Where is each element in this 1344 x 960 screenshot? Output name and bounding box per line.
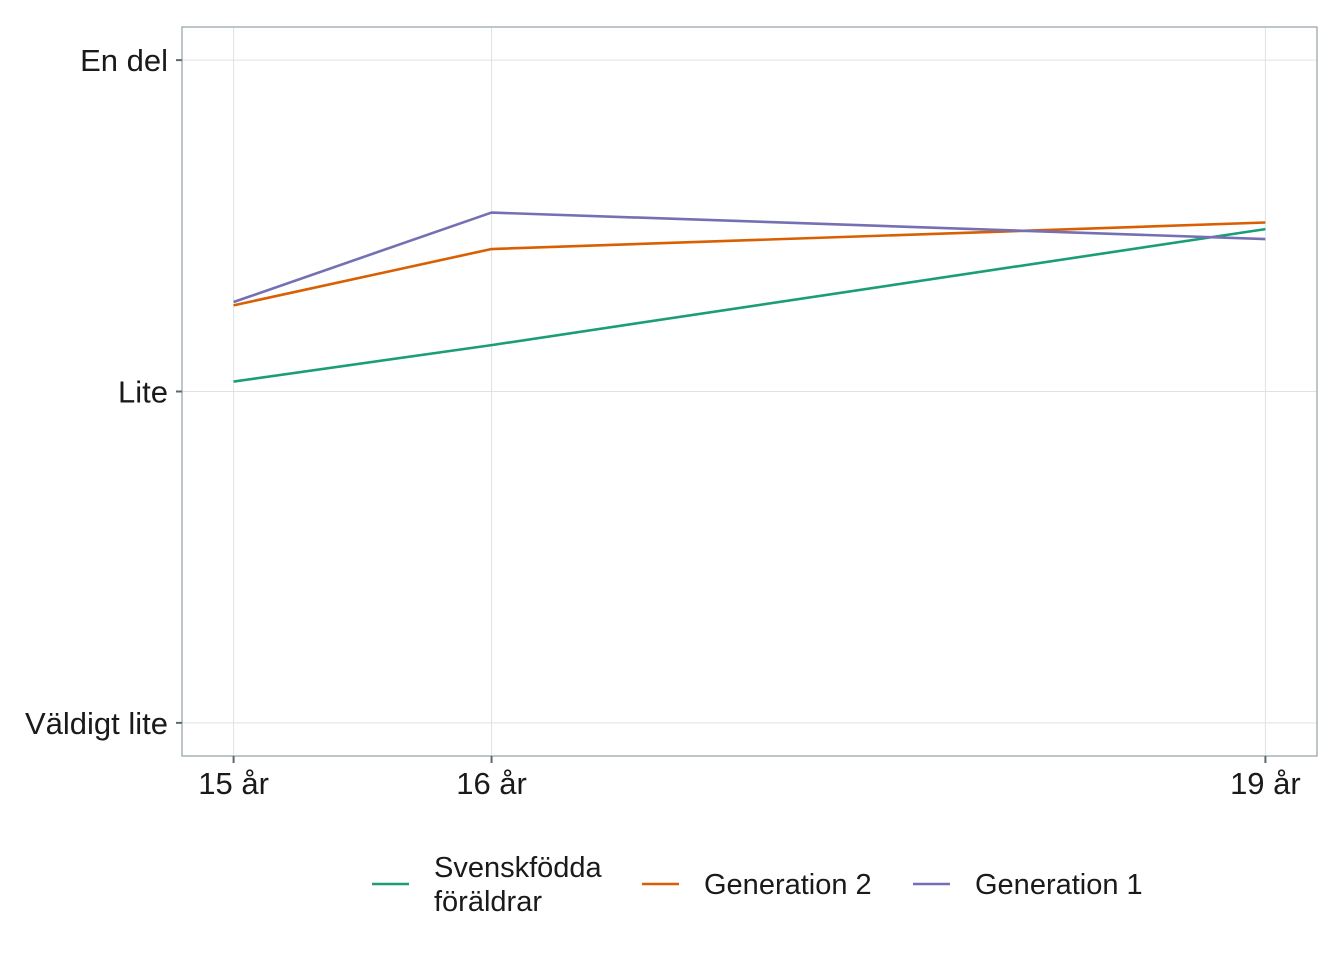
legend-item-2: Generation 1 — [913, 869, 1143, 901]
series-lines — [233, 211, 1266, 383]
legend-item-1: Generation 2 — [642, 869, 872, 901]
x-tick-label: 19 år — [1230, 766, 1301, 801]
legend-label: Generation 2 — [704, 869, 872, 901]
legend-label: föräldrar — [434, 886, 542, 918]
grid — [182, 27, 1317, 756]
x-tick-label: 15 år — [198, 766, 269, 801]
y-tick-label: En del — [80, 43, 168, 78]
y-tick-label: Lite — [118, 375, 168, 410]
series-line-0 — [233, 227, 1266, 383]
legend-label: Svenskfödda — [434, 852, 603, 884]
axes: Väldigt lite Lite En del 15 år 16 år 19 år — [25, 43, 1301, 801]
legend-label: Generation 1 — [975, 869, 1143, 901]
x-tick-label: 16 år — [456, 766, 527, 801]
y-tick-label: Väldigt lite — [25, 706, 168, 741]
series-line-2 — [233, 211, 1266, 304]
